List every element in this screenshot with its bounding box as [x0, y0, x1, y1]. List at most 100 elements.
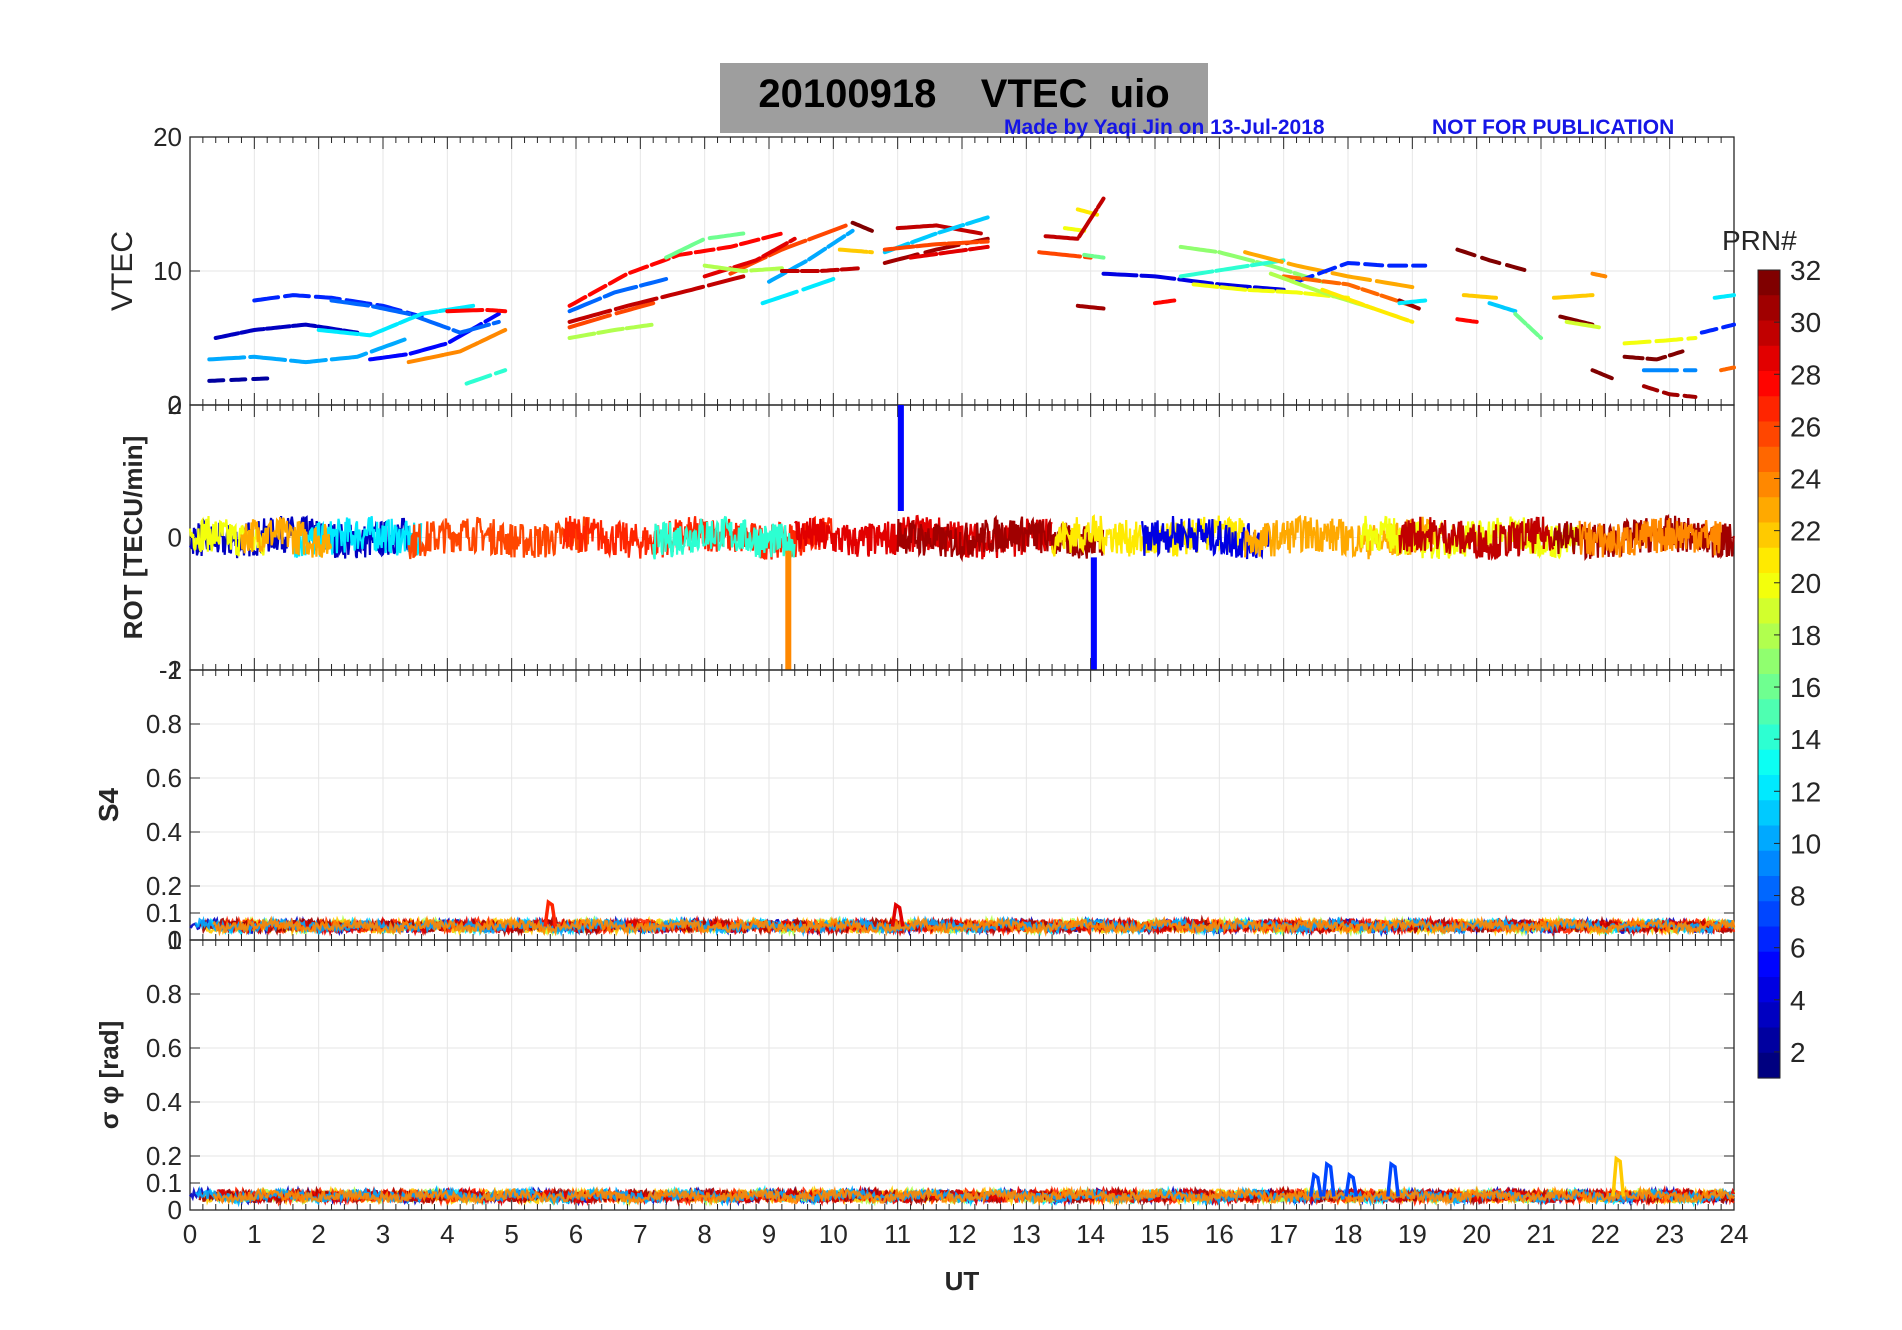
- vtec-series-prn29: [702, 236, 797, 279]
- sigma-axes-box: [189, 939, 1735, 1211]
- colorbar-label: PRN#: [1722, 225, 1797, 256]
- vtec-series-prn28: [1455, 317, 1479, 324]
- colorbar-segment-prn4: [1758, 977, 1780, 1003]
- colorbar-segment-prn1: [1758, 1052, 1780, 1079]
- x-tick-label: 21: [1527, 1219, 1556, 1249]
- x-tick-label: 23: [1655, 1219, 1684, 1249]
- colorbar-segment-prn9: [1758, 850, 1780, 877]
- vtec-series-prn18: [567, 322, 656, 340]
- rot-series-prn14: [652, 515, 796, 560]
- vtec-series-prn6: [1294, 260, 1428, 284]
- colorbar-segment-prn16: [1758, 674, 1780, 700]
- vtec-series-prn12: [760, 277, 836, 306]
- vtec-series-prn12: [1712, 293, 1736, 300]
- s4-bump-prn29: [890, 901, 905, 927]
- s4-bump-prn27: [543, 899, 558, 927]
- colorbar-segment-prn20: [1758, 573, 1780, 599]
- y-tick-label: 0.2: [146, 1141, 182, 1171]
- x-axis-label: UT: [945, 1266, 980, 1296]
- colorbar-segment-prn14: [1758, 724, 1780, 751]
- vtec-series-prn10: [207, 336, 411, 365]
- x-tick-label: 12: [948, 1219, 977, 1249]
- sigma-ylabel: σ φ [rad]: [94, 1021, 124, 1130]
- vtec-series-prn5: [368, 311, 501, 362]
- colorbar-segment-prn15: [1758, 699, 1780, 726]
- vtec-series-prn12: [1397, 298, 1428, 306]
- colorbar-tick-label: 4: [1790, 985, 1806, 1016]
- vtec-ylabel: VTEC: [106, 231, 139, 311]
- y-tick-label: 0.8: [146, 979, 182, 1009]
- colorbar-segment-prn11: [1758, 800, 1780, 827]
- y-tick-label: 0.2: [146, 871, 182, 901]
- vtec-series-prn28: [567, 231, 784, 308]
- rot-series-prn4: [1141, 516, 1271, 560]
- y-tick-label: -2: [159, 655, 182, 685]
- colorbar-segment-prn7: [1758, 901, 1780, 928]
- colorbar-tick-label: 12: [1790, 776, 1821, 807]
- y-tick-label: 0: [168, 925, 182, 955]
- y-tick-label: 0.6: [146, 763, 182, 793]
- y-tick-label: 1: [168, 655, 182, 685]
- x-tick-label: 2: [311, 1219, 325, 1249]
- vtec-series-prn26: [567, 301, 656, 330]
- vtec-series-prn29: [908, 244, 990, 260]
- vtec-series-prn8: [329, 298, 501, 335]
- vtec-series-prn18: [702, 263, 784, 274]
- vtec-series-prn11: [1487, 301, 1518, 314]
- x-tick-label: 5: [504, 1219, 518, 1249]
- s4-ylabel: S4: [93, 787, 124, 822]
- colorbar-segment-prn3: [1758, 1002, 1780, 1029]
- colorbar-segment-prn26: [1758, 421, 1780, 448]
- vtec-series-prn31: [1641, 384, 1698, 399]
- x-tick-label: 4: [440, 1219, 454, 1249]
- vtec-series-prn30: [895, 223, 984, 236]
- colorbar-tick-label: 30: [1790, 307, 1821, 338]
- x-tick-label: 10: [819, 1219, 848, 1249]
- vtec-series-prn32: [850, 220, 874, 233]
- colorbar-segment-prn8: [1758, 876, 1780, 902]
- vtec-series-prn14: [464, 368, 508, 386]
- vtec-series-prn26: [1037, 250, 1093, 260]
- y-tick-label: 2: [168, 390, 182, 420]
- colorbar-segment-prn32: [1758, 270, 1780, 296]
- sigma-panel: 00.10.20.40.60.81σ φ [rad]0 1 2 3 4 5 6 7 8 9 10 11…: [94, 925, 1748, 1296]
- vtec-series-prn16: [1513, 311, 1543, 340]
- colorbar-segment-prn2: [1758, 1027, 1780, 1054]
- colorbar-segment-prn24: [1758, 472, 1780, 498]
- colorbar-segment-prn30: [1758, 320, 1780, 347]
- vtec-series-prn22: [837, 247, 874, 255]
- colorbar-tick-label: 6: [1790, 933, 1806, 964]
- y-tick-label: 0.4: [146, 817, 182, 847]
- vtec-series-prn4: [1101, 271, 1286, 292]
- sigma-bump-prn7: [1321, 1160, 1336, 1197]
- vtec-series-prn3: [213, 322, 360, 340]
- sigma-bump-prn7: [1308, 1171, 1323, 1197]
- colorbar-segment-prn19: [1758, 598, 1780, 625]
- sigma-bump-prn7: [1386, 1160, 1400, 1197]
- x-tick-label: 9: [762, 1219, 776, 1249]
- vtec-series-prn20: [1622, 336, 1698, 346]
- rot-ylabel: ROT [TECU/min]: [118, 436, 148, 640]
- colorbar-segment-prn6: [1758, 926, 1780, 953]
- vtec-series-prn10: [767, 228, 855, 284]
- rot-series-prn26: [407, 516, 590, 560]
- rot-series-prn23: [240, 517, 333, 558]
- credit-notice: NOT FOR PUBLICATION: [1432, 116, 1675, 139]
- vtec-series-prn30: [567, 274, 746, 324]
- vtec-series-prn24: [1590, 271, 1608, 279]
- title-background: [720, 63, 1208, 133]
- y-tick-label: 0.6: [146, 1033, 182, 1063]
- vtec-series-prn25: [1719, 365, 1736, 373]
- colorbar-tick-label: 2: [1790, 1037, 1806, 1068]
- x-tick-label: 0: [183, 1219, 197, 1249]
- x-tick-label: 17: [1269, 1219, 1298, 1249]
- x-tick-label: 11: [884, 1219, 911, 1249]
- vtec-series-prn24: [406, 328, 508, 365]
- y-tick-label: 0.8: [146, 709, 182, 739]
- x-tick-label: 8: [697, 1219, 711, 1249]
- sigma-series-prn24: [212, 1185, 1735, 1207]
- x-tick-label: 18: [1334, 1219, 1363, 1249]
- colorbar-segment-prn18: [1758, 623, 1780, 650]
